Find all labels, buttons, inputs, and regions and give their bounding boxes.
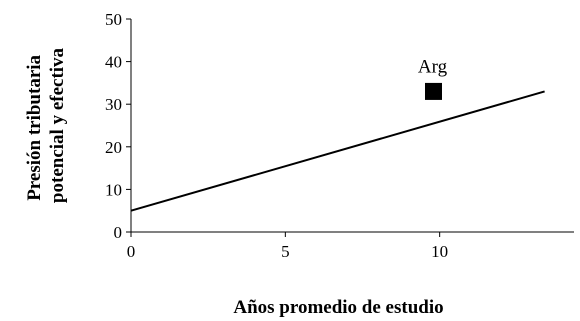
series-layer: Arg xyxy=(130,56,545,212)
trend-line xyxy=(130,90,545,212)
x-tick-label: 5 xyxy=(281,242,290,261)
y-axis-title-line-1: Presión tributaria xyxy=(24,54,45,200)
data-point-label: Arg xyxy=(418,56,448,77)
y-tick-label: 20 xyxy=(105,138,122,157)
x-ticks: 051015 xyxy=(127,232,448,261)
x-axis-title: Años promedio de estudio xyxy=(233,297,443,318)
y-tick-label: 10 xyxy=(105,180,122,199)
x-tick-label: 10 xyxy=(431,242,448,261)
x-tick-label: 0 xyxy=(127,242,136,261)
y-axis-title-line-2: potencial y efectiva xyxy=(47,47,68,203)
data-point-square xyxy=(424,82,442,100)
y-tick-label: 40 xyxy=(105,53,122,72)
y-axis-title: Presión tributaria potencial y efectiva xyxy=(24,47,68,203)
y-ticks: 0 10 20 30 40 50 xyxy=(105,10,131,242)
y-tick-label: 50 xyxy=(105,10,122,29)
axes xyxy=(130,19,574,233)
y-tick-label: 0 xyxy=(114,223,123,242)
y-tick-label: 30 xyxy=(105,95,122,114)
